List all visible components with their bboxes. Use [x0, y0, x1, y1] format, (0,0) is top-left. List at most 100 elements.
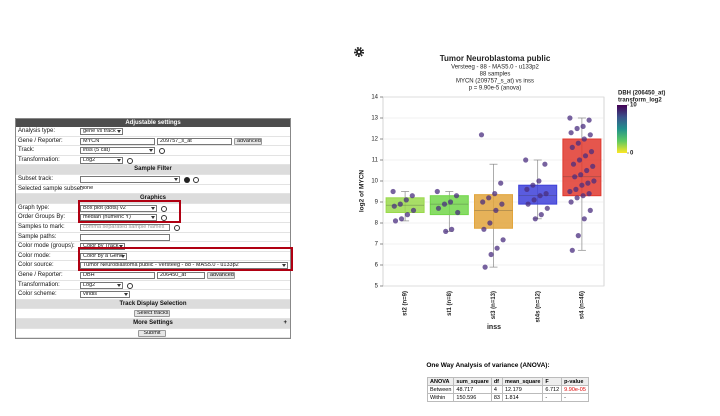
settings-row: Subset track:	[16, 175, 290, 185]
input[interactable]: comma separated sample names	[80, 224, 170, 231]
button[interactable]: advanced	[207, 272, 235, 279]
data-point	[582, 153, 589, 159]
section-header: Track Display Selection	[16, 299, 290, 310]
select[interactable]: Tumor Neuroblastoma public - Versteeg - …	[80, 262, 288, 270]
text: None	[80, 185, 94, 191]
data-point	[567, 115, 573, 121]
data-point	[537, 193, 543, 199]
data-point	[574, 125, 580, 132]
colorbar-tick-label: 0	[630, 151, 634, 157]
data-point	[398, 216, 405, 222]
box	[518, 184, 558, 205]
highlight-box	[78, 200, 181, 223]
settings-row: Gene / Reporter: MYCN 209757_s_at advanced	[16, 137, 290, 147]
table-cell: 1.814	[501, 393, 544, 402]
input[interactable]: MYCN	[80, 137, 155, 145]
settings-row: Samples to mark: comma separated sample n…	[16, 223, 290, 233]
field-label: Gene / Reporter:	[18, 137, 63, 144]
y-tick-label: 5	[375, 284, 379, 290]
data-point	[455, 209, 461, 216]
data-point	[434, 188, 440, 195]
field-label: Transformation:	[18, 281, 60, 288]
section-header: Graphics	[16, 194, 290, 204]
select[interactable]: median (numeric Y)	[80, 214, 157, 222]
info-icon[interactable]	[127, 157, 133, 164]
y-tick-label: 9	[375, 200, 379, 206]
data-point	[441, 201, 448, 207]
data-point	[391, 203, 397, 209]
settings-row: Analysis type: gene vs track	[16, 127, 290, 137]
y-tick-label: 6	[375, 263, 379, 269]
field-label: Color scheme:	[18, 291, 57, 298]
chart-title: Tumor Neuroblastoma public	[440, 54, 551, 63]
select[interactable]: Color by a Gene	[80, 252, 127, 260]
data-point	[449, 226, 455, 232]
button[interactable]: advanced	[234, 137, 262, 145]
header-cell: p-value	[561, 377, 589, 386]
button[interactable]: Select tracks	[134, 310, 170, 318]
data-point	[525, 201, 531, 207]
data-point	[481, 226, 487, 232]
y-tick-label: 14	[371, 95, 378, 101]
y-tick-label: 12	[371, 137, 378, 143]
header-cell: F	[542, 377, 563, 386]
data-point	[397, 201, 403, 207]
info-icon[interactable]	[159, 148, 165, 155]
select[interactable]: Log2	[80, 156, 123, 164]
data-point	[542, 161, 548, 167]
data-point	[543, 191, 549, 197]
colorbar	[617, 105, 627, 153]
info-icon[interactable]	[127, 282, 133, 289]
colorbar-tick-label: 10	[630, 103, 637, 109]
data-point	[588, 149, 595, 155]
button[interactable]: Submit	[138, 329, 166, 337]
field-label: Analysis type:	[18, 128, 56, 134]
input[interactable]: 209757_s_at	[157, 137, 232, 145]
y-tick-label: 11	[372, 158, 379, 164]
select[interactable]: gene vs track	[80, 128, 123, 135]
field-label: Track:	[18, 147, 35, 154]
info-icon[interactable]	[161, 215, 167, 222]
y-tick-label: 8	[375, 221, 379, 227]
info-icon[interactable]	[161, 205, 167, 212]
gear-icon[interactable]	[184, 176, 190, 183]
data-point	[447, 199, 454, 205]
anova-title: One Way Analysis of variance (ANOVA):	[426, 362, 550, 369]
select[interactable]: inss (5 cat)	[80, 147, 155, 155]
data-point	[480, 199, 486, 205]
highlight-box	[78, 247, 293, 271]
select[interactable]: viridis	[80, 291, 130, 299]
colorbar-title: DBH (206450_at)	[618, 91, 665, 97]
data-point	[530, 182, 536, 188]
data-point	[576, 157, 583, 163]
data-point	[500, 237, 506, 243]
gear-icon[interactable]	[354, 47, 364, 57]
data-point	[410, 207, 417, 213]
field-label: Order Groups By:	[18, 214, 66, 221]
data-point	[488, 251, 494, 258]
y-tick-label: 7	[375, 242, 379, 248]
data-point	[572, 174, 578, 180]
select[interactable]: Box plot (dots) v2	[80, 204, 157, 212]
field-label: Transformation:	[18, 156, 60, 163]
info-icon[interactable]	[193, 177, 199, 183]
select[interactable]	[80, 176, 180, 183]
field-label: Samples to mark:	[18, 224, 65, 230]
select[interactable]: Log2	[80, 281, 123, 289]
panel-title: Adjustable settings	[16, 119, 290, 127]
input[interactable]: 206450_at	[157, 272, 205, 279]
input[interactable]: DBH	[80, 272, 155, 279]
data-point	[567, 188, 573, 195]
select[interactable]: Color by Track	[80, 243, 125, 251]
data-point	[569, 247, 575, 253]
input[interactable]	[80, 233, 170, 241]
data-point	[568, 130, 574, 136]
table-cell: 83	[490, 393, 503, 402]
toggle[interactable]: +	[283, 320, 287, 326]
x-tick-label: st1 (n=8)	[447, 291, 453, 316]
field-label: Selected sample subset:	[18, 185, 84, 192]
section-header: More Settings +	[16, 319, 290, 329]
info-icon[interactable]	[174, 225, 180, 231]
